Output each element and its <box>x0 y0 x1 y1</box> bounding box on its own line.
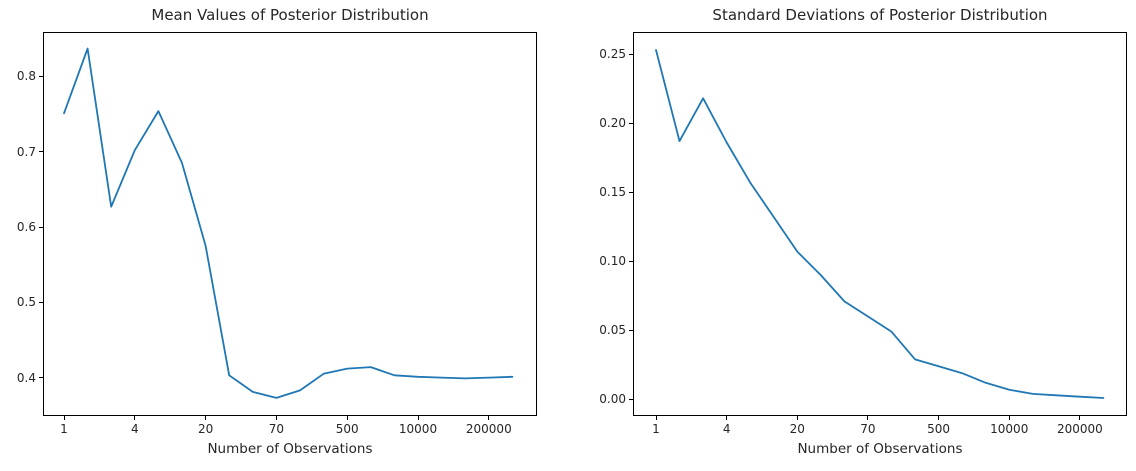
y-tick-mark <box>39 226 43 228</box>
x-tick-mark <box>488 416 490 420</box>
y-tick-label: 0.8 <box>16 69 36 84</box>
x-tick-mark <box>417 416 419 420</box>
x-tick-label: 10000 <box>990 422 1029 436</box>
x-tick-label: 4 <box>130 422 139 436</box>
x-tick-mark <box>1008 416 1010 420</box>
y-tick-label: 0.05 <box>599 323 626 338</box>
y-tick-label: 0.7 <box>16 144 36 159</box>
y-tick-mark <box>39 377 43 379</box>
x-tick-mark <box>1079 416 1081 420</box>
x-tick-mark <box>796 416 798 420</box>
y-tick-mark <box>629 191 633 193</box>
x-tick-mark <box>867 416 869 420</box>
data-line <box>63 47 514 399</box>
y-tick-label: 0.00 <box>599 392 626 407</box>
y-tick-mark <box>39 75 43 77</box>
y-tick-label: 0.5 <box>16 295 36 310</box>
y-tick-mark <box>39 151 43 153</box>
x-tick-label: 20 <box>789 422 805 436</box>
x-tick-label: 1 <box>652 422 660 436</box>
x-tick-label: 70 <box>860 422 876 436</box>
y-tick-mark <box>629 260 633 262</box>
x-tick-label: 10000 <box>398 422 438 436</box>
x-tick-mark <box>275 416 277 420</box>
y-tick-mark <box>629 122 633 124</box>
mean-chart-xlabel: Number of Observations <box>207 441 373 457</box>
mean-chart-plot <box>63 47 514 399</box>
std-chart-plot <box>655 49 1105 399</box>
x-tick-label: 200000 <box>465 422 512 436</box>
data-line <box>655 49 1105 399</box>
y-tick-label: 0.4 <box>16 370 36 385</box>
mean-chart-axes <box>43 32 537 416</box>
x-tick-label: 1 <box>60 422 68 436</box>
x-tick-mark <box>134 416 136 420</box>
y-tick-label: 0.20 <box>599 116 626 131</box>
y-tick-label: 0.6 <box>16 220 36 234</box>
x-tick-mark <box>726 416 728 420</box>
x-tick-label: 70 <box>268 422 285 436</box>
x-tick-mark <box>63 416 65 420</box>
y-tick-mark <box>39 301 43 303</box>
y-tick-label: 0.25 <box>599 47 626 62</box>
x-tick-label: 500 <box>927 422 951 436</box>
y-tick-label: 0.10 <box>599 254 626 269</box>
x-tick-label: 200000 <box>1056 422 1103 436</box>
std-chart-axes <box>633 32 1127 416</box>
x-tick-label: 4 <box>722 422 731 436</box>
mean-chart-title: Mean Values of Posterior Distribution <box>151 6 429 24</box>
y-tick-label: 0.15 <box>599 185 626 200</box>
y-tick-mark <box>629 398 633 400</box>
x-tick-label: 500 <box>335 422 359 436</box>
y-tick-mark <box>629 53 633 55</box>
std-chart-title: Standard Deviations of Posterior Distrib… <box>712 6 1048 24</box>
x-tick-mark <box>938 416 940 420</box>
x-tick-mark <box>346 416 348 420</box>
y-tick-mark <box>629 329 633 331</box>
std-chart-xlabel: Number of Observations <box>797 441 963 457</box>
x-tick-label: 20 <box>197 422 214 436</box>
x-tick-mark <box>655 416 657 420</box>
x-tick-mark <box>205 416 207 420</box>
